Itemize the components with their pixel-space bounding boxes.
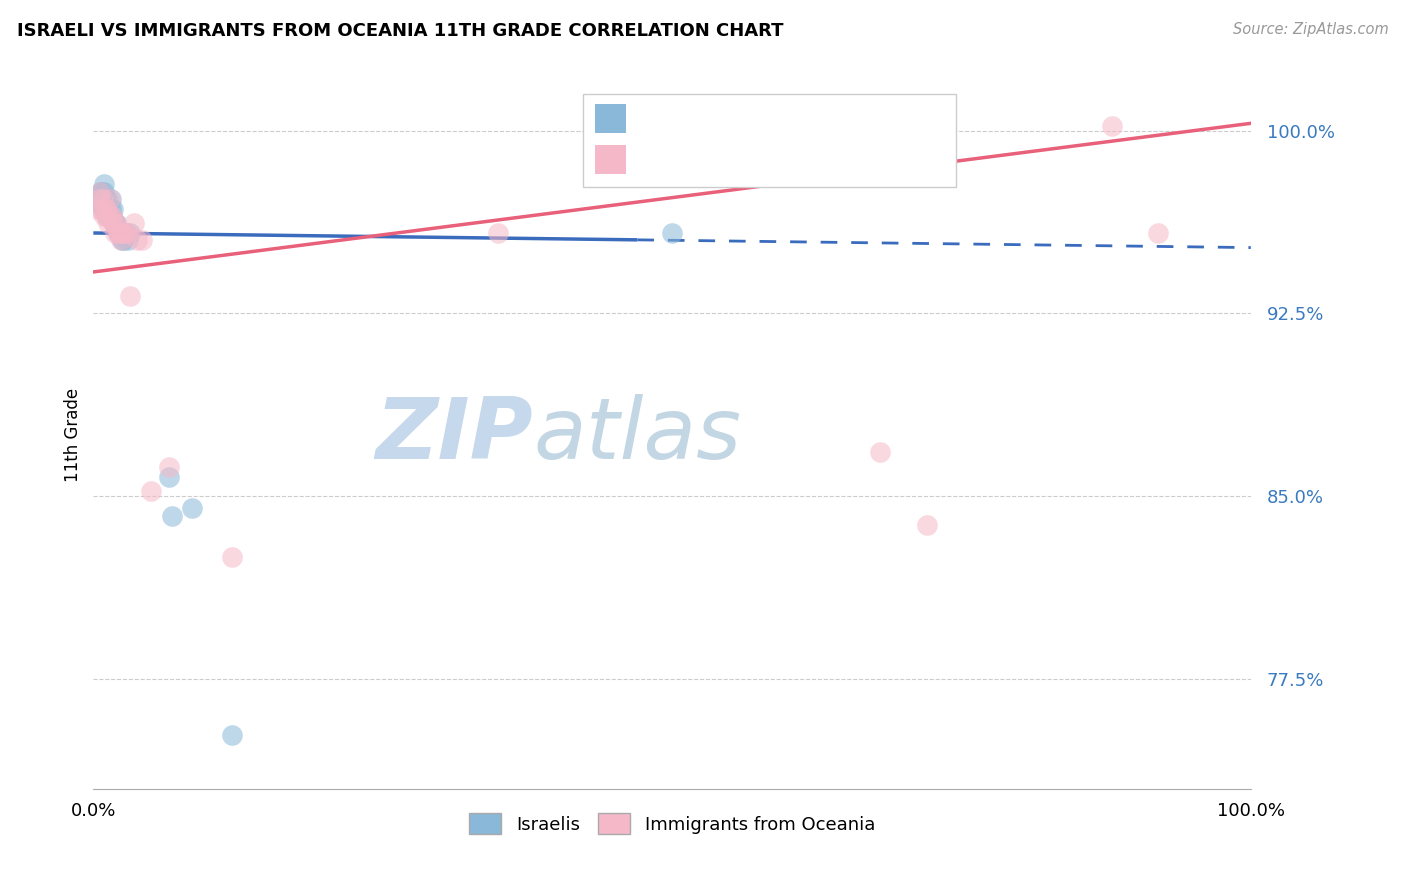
Point bbox=[117, 233, 139, 247]
Point bbox=[94, 192, 117, 206]
Point bbox=[112, 233, 135, 247]
Point bbox=[93, 185, 115, 199]
Point bbox=[107, 226, 129, 240]
Point bbox=[107, 226, 129, 240]
Text: ZIP: ZIP bbox=[375, 393, 533, 476]
Point bbox=[101, 202, 124, 216]
Point bbox=[105, 216, 128, 230]
Point bbox=[1147, 226, 1170, 240]
Point bbox=[96, 209, 118, 223]
Text: atlas: atlas bbox=[533, 393, 741, 476]
Y-axis label: 11th Grade: 11th Grade bbox=[65, 388, 82, 483]
Point bbox=[97, 202, 120, 216]
Point bbox=[86, 192, 108, 206]
Point bbox=[104, 216, 127, 230]
Point bbox=[94, 202, 117, 216]
Point bbox=[90, 185, 112, 199]
Point bbox=[120, 226, 142, 240]
Point bbox=[100, 192, 122, 206]
Point bbox=[105, 216, 128, 230]
Point bbox=[180, 501, 202, 516]
Point bbox=[114, 226, 136, 240]
Point bbox=[157, 469, 180, 483]
Point bbox=[104, 226, 127, 240]
Point bbox=[89, 185, 111, 199]
Point bbox=[110, 233, 132, 247]
Point bbox=[94, 209, 117, 223]
Point bbox=[96, 202, 118, 216]
Point bbox=[86, 202, 108, 216]
Legend: Israelis, Immigrants from Oceania: Israelis, Immigrants from Oceania bbox=[460, 805, 884, 843]
Point bbox=[122, 216, 145, 230]
Point bbox=[98, 192, 121, 206]
Point bbox=[1101, 119, 1123, 133]
Point bbox=[107, 226, 129, 240]
Point bbox=[100, 202, 122, 216]
Point bbox=[91, 202, 114, 216]
Point bbox=[100, 209, 122, 223]
Point bbox=[87, 196, 110, 211]
Point bbox=[112, 226, 135, 240]
Point bbox=[111, 233, 134, 247]
Point bbox=[869, 445, 891, 459]
Text: R = -0.014   N = 35: R = -0.014 N = 35 bbox=[634, 110, 827, 128]
Point bbox=[221, 549, 243, 564]
Point bbox=[108, 226, 131, 240]
Point bbox=[111, 226, 134, 240]
Point bbox=[101, 209, 124, 223]
Point bbox=[103, 216, 125, 230]
Point bbox=[98, 209, 121, 223]
Point bbox=[114, 226, 136, 240]
Point bbox=[101, 216, 124, 230]
Point bbox=[108, 226, 131, 240]
Point bbox=[96, 192, 118, 206]
Text: ISRAELI VS IMMIGRANTS FROM OCEANIA 11TH GRADE CORRELATION CHART: ISRAELI VS IMMIGRANTS FROM OCEANIA 11TH … bbox=[17, 22, 783, 40]
Point bbox=[160, 508, 183, 523]
Point bbox=[127, 233, 149, 247]
Point bbox=[93, 178, 115, 192]
Point bbox=[114, 226, 136, 240]
Text: Source: ZipAtlas.com: Source: ZipAtlas.com bbox=[1233, 22, 1389, 37]
Point bbox=[90, 202, 112, 216]
Point bbox=[93, 209, 115, 223]
Point bbox=[661, 226, 683, 240]
Point bbox=[120, 289, 142, 303]
Point bbox=[488, 226, 510, 240]
Text: R =  0.288   N = 37: R = 0.288 N = 37 bbox=[634, 149, 825, 168]
Point bbox=[107, 226, 129, 240]
Point bbox=[101, 209, 124, 223]
Point bbox=[91, 192, 114, 206]
Point bbox=[141, 484, 163, 499]
Point bbox=[89, 185, 111, 199]
Point bbox=[94, 202, 117, 216]
Point bbox=[915, 518, 938, 533]
Point bbox=[157, 459, 180, 474]
Point bbox=[103, 216, 125, 230]
Point bbox=[221, 728, 243, 742]
Point bbox=[87, 192, 110, 206]
Point bbox=[131, 233, 153, 247]
Point bbox=[110, 226, 132, 240]
Point bbox=[117, 226, 139, 240]
Point bbox=[97, 216, 120, 230]
